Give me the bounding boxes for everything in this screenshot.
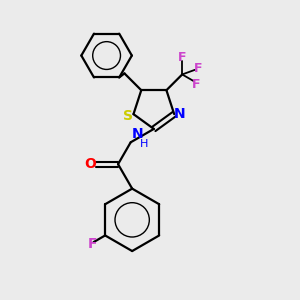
Text: F: F bbox=[194, 62, 202, 75]
Text: F: F bbox=[87, 237, 97, 250]
Text: F: F bbox=[192, 78, 200, 91]
Text: N: N bbox=[174, 107, 185, 121]
Text: H: H bbox=[140, 139, 148, 149]
Text: S: S bbox=[123, 109, 133, 123]
Text: F: F bbox=[178, 51, 186, 64]
Text: N: N bbox=[132, 127, 144, 141]
Text: O: O bbox=[85, 157, 96, 171]
